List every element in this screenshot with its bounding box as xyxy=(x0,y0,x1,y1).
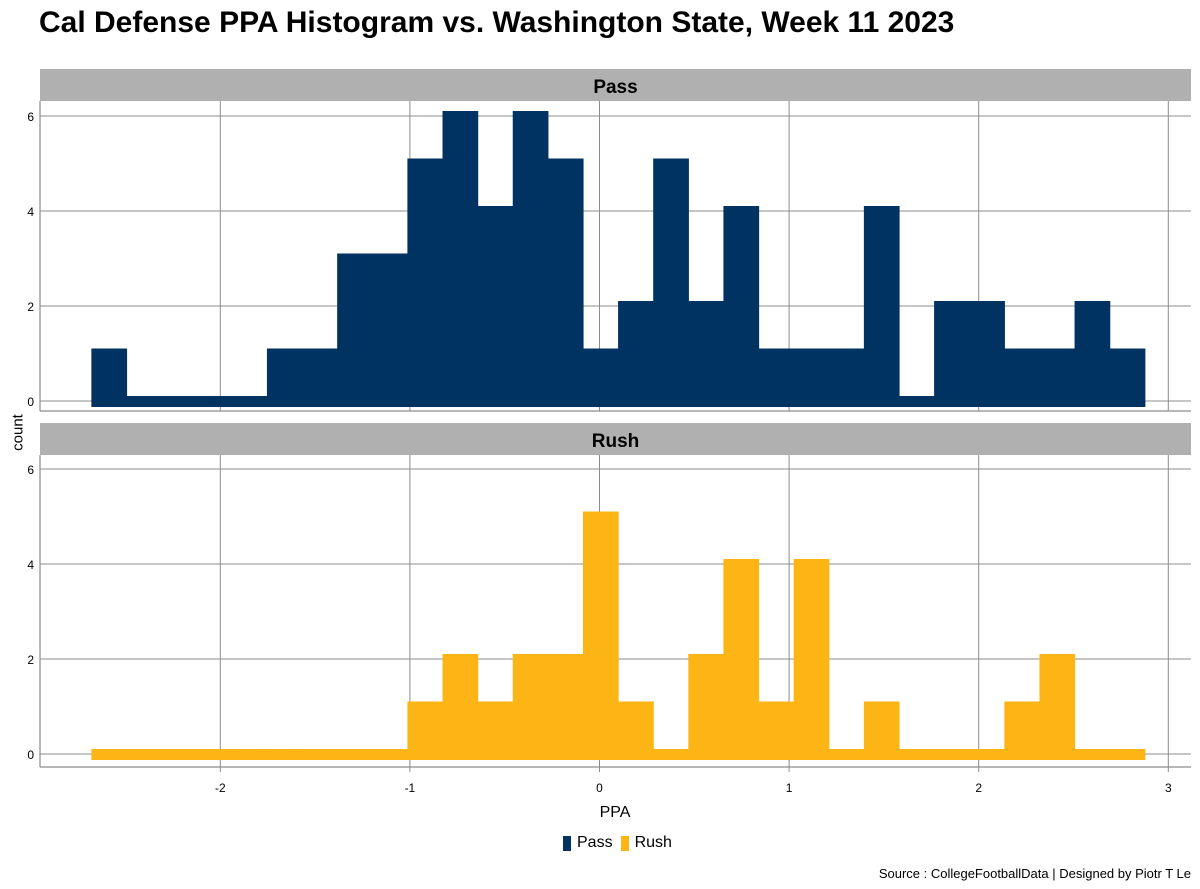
histogram-bar xyxy=(442,654,479,760)
facet-panel-rush: Rush 0 2 4 6 xyxy=(27,423,1191,772)
histogram-bar xyxy=(828,749,865,760)
x-tick-label: 3 xyxy=(1165,781,1172,795)
legend-swatch-pass xyxy=(563,835,571,851)
histogram-bar xyxy=(1039,654,1076,760)
histogram-bar xyxy=(126,396,163,407)
histogram-bar xyxy=(337,253,373,407)
histogram-bar xyxy=(266,749,303,760)
histogram-bar xyxy=(758,701,795,760)
histogram-bar xyxy=(1039,348,1076,407)
histogram-bar xyxy=(688,301,725,407)
histogram-bar xyxy=(1109,348,1146,407)
y-tick-label: 6 xyxy=(27,110,34,124)
histogram-bar xyxy=(161,396,198,407)
histogram-bar xyxy=(898,396,935,407)
histogram-bar xyxy=(91,749,128,760)
histogram-bar xyxy=(477,701,514,760)
legend: Pass Rush xyxy=(563,834,680,852)
y-tick-label: 2 xyxy=(27,653,34,667)
histogram-bar xyxy=(863,701,900,760)
histogram-bar xyxy=(337,749,373,760)
y-tick-label: 4 xyxy=(27,558,34,572)
facet-strip xyxy=(40,69,1191,101)
x-axis-label-text: PPA xyxy=(599,804,631,821)
y-tick-label: 0 xyxy=(27,395,34,409)
legend-item-rush: Rush xyxy=(620,834,672,852)
histogram-bar xyxy=(969,301,1005,407)
histogram-bar xyxy=(653,158,689,407)
histogram-bar xyxy=(1109,749,1146,760)
histogram-bar xyxy=(898,749,935,760)
histogram-bar xyxy=(828,348,865,407)
histogram-bar xyxy=(618,301,654,407)
histogram-bar xyxy=(126,749,163,760)
histogram-bar xyxy=(969,749,1005,760)
source-caption: Source : CollegeFootballData | Designed … xyxy=(878,866,1191,881)
facet-strip xyxy=(40,423,1191,455)
histogram-bar xyxy=(512,654,549,760)
histogram-bar xyxy=(302,749,338,760)
histogram-bar xyxy=(1074,749,1111,760)
histogram-bar xyxy=(196,396,233,407)
histogram-bar xyxy=(547,654,584,760)
histogram-bar xyxy=(1004,701,1041,760)
histogram-bar xyxy=(442,111,479,407)
histogram-bar xyxy=(372,253,408,407)
facet-strip-label: Pass xyxy=(593,77,637,98)
histogram-bar xyxy=(196,749,233,760)
legend-swatch-rush xyxy=(620,835,629,851)
facet-panel-pass: Pass 0 2 4 6 xyxy=(27,69,1191,412)
histogram-bar xyxy=(758,348,795,407)
histogram-bar xyxy=(582,511,619,760)
histogram-bar xyxy=(688,654,725,760)
histogram-bar xyxy=(793,348,830,407)
histogram-bar xyxy=(161,749,198,760)
x-tick-label: 2 xyxy=(975,781,982,795)
histogram-bar xyxy=(91,348,128,407)
histogram-bar xyxy=(582,348,619,407)
y-axis-label: count xyxy=(9,414,27,451)
histogram-bar xyxy=(477,206,514,407)
legend-item-pass: Pass xyxy=(563,834,613,852)
histogram-bar xyxy=(1074,301,1111,407)
x-tick-label: -1 xyxy=(405,781,416,795)
y-tick-label: 2 xyxy=(27,300,34,314)
legend-label-rush: Rush xyxy=(634,834,672,851)
x-tick-label: 0 xyxy=(596,781,603,795)
x-tick-label: 1 xyxy=(786,781,793,795)
y-tick-label: 4 xyxy=(27,205,34,219)
histogram-bar xyxy=(723,559,760,760)
histogram-bar xyxy=(372,749,408,760)
histogram-bar xyxy=(231,749,268,760)
histogram-bar xyxy=(266,348,303,407)
chart-title: Cal Defense PPA Histogram vs. Washington… xyxy=(39,6,955,39)
histogram-bar xyxy=(407,158,444,407)
y-tick-label: 6 xyxy=(27,463,34,477)
histogram-bar xyxy=(653,749,689,760)
histogram-bar xyxy=(302,348,338,407)
histogram-bar xyxy=(934,749,970,760)
histogram-bar xyxy=(547,158,584,407)
histogram-bar xyxy=(723,206,760,407)
legend-label-pass: Pass xyxy=(577,834,613,851)
histogram-bar xyxy=(1004,348,1041,407)
histogram-bar xyxy=(934,301,970,407)
y-tick-label: 0 xyxy=(27,748,34,762)
facet-strip-label: Rush xyxy=(592,431,640,452)
histogram-bar xyxy=(407,701,444,760)
x-axis-label: PPA xyxy=(0,804,1200,822)
histogram-bar xyxy=(863,206,900,407)
histogram-bar xyxy=(231,396,268,407)
x-tick-label: -2 xyxy=(215,781,226,795)
histogram-bar xyxy=(618,701,654,760)
histogram-bar xyxy=(793,559,830,760)
histogram-bar xyxy=(512,111,549,407)
